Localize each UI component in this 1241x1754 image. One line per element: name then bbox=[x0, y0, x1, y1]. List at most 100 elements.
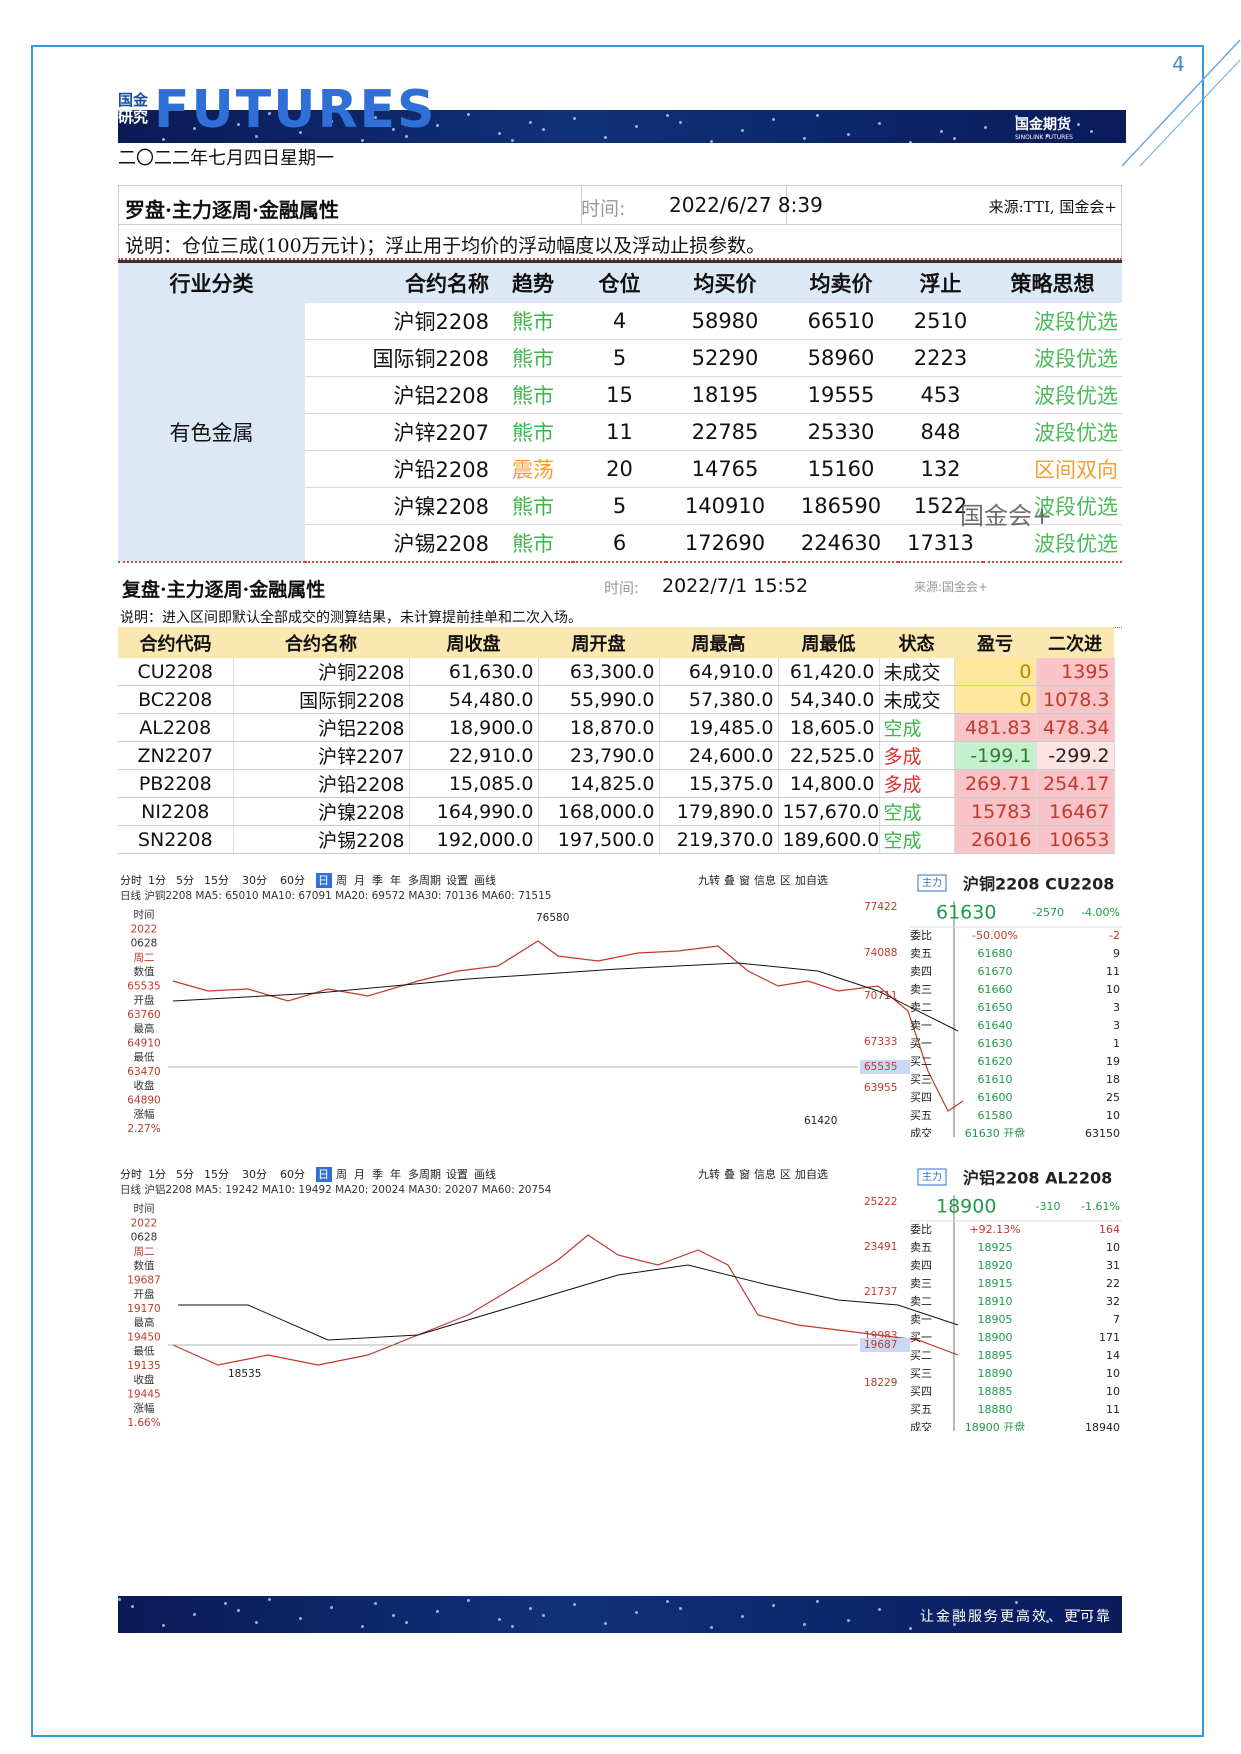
table-cell: 沪镍2208 bbox=[233, 797, 410, 826]
table-cell: 0 bbox=[954, 685, 1037, 714]
review-note: 说明：进入区间即默认全部成交的测算结果，未计算提前挂单和二次入场。 bbox=[120, 610, 582, 626]
table-row: 国际铜2208 熊市 5 52290 58960 2223 波段优选 bbox=[118, 339, 1122, 377]
toolbar-button[interactable]: 多周期 bbox=[408, 1167, 441, 1181]
table-cell: 熊市 bbox=[493, 376, 573, 414]
quote-value: 18910 bbox=[978, 1295, 1013, 1308]
toolbar-button[interactable]: 周 bbox=[336, 874, 347, 887]
toolbar-button[interactable]: 年 bbox=[390, 1167, 401, 1181]
quote-label: 卖二 bbox=[910, 1001, 932, 1014]
info-item: 开盘 bbox=[134, 994, 155, 1007]
axis-label: 77422 bbox=[864, 901, 897, 913]
star bbox=[909, 141, 912, 143]
quote-label: 买二 bbox=[910, 1349, 932, 1362]
toolbar-button[interactable]: 5分 bbox=[176, 1168, 194, 1181]
quote-label: 买三 bbox=[910, 1073, 932, 1086]
toolbar-button[interactable]: 60分 bbox=[280, 1168, 305, 1181]
toolbar-button[interactable]: 30分 bbox=[242, 1168, 267, 1181]
tool-button[interactable]: 加自选 bbox=[795, 874, 828, 887]
compass-source: 来源:TTI, 国金会+ bbox=[988, 198, 1117, 216]
tool-button[interactable]: 窗 bbox=[739, 873, 750, 887]
toolbar-button[interactable]: 分时 bbox=[120, 1168, 142, 1181]
table-cell: 157,670.0 bbox=[778, 797, 880, 826]
tool-button[interactable]: 叠 bbox=[724, 874, 735, 887]
quote-value: 61650 bbox=[978, 1001, 1013, 1014]
toolbar-button[interactable]: 季 bbox=[372, 874, 383, 887]
toolbar-button[interactable]: 60分 bbox=[280, 874, 305, 887]
toolbar-button[interactable]: 日 bbox=[318, 874, 329, 887]
toolbar-button[interactable]: 分时 bbox=[120, 874, 142, 887]
toolbar-button[interactable]: 设置 bbox=[446, 874, 468, 887]
toolbar-button[interactable]: 1分 bbox=[148, 1168, 166, 1181]
info-item: 19445 bbox=[127, 1388, 160, 1400]
info-item: 最高 bbox=[134, 1022, 155, 1035]
tool-button[interactable]: 信息 bbox=[754, 873, 776, 887]
toolbar-button[interactable]: 15分 bbox=[204, 1168, 229, 1181]
column-header: 盈亏 bbox=[954, 627, 1036, 658]
axis-label: 18229 bbox=[864, 1377, 897, 1389]
toolbar-button[interactable]: 设置 bbox=[446, 1168, 468, 1181]
tool-button[interactable]: 叠 bbox=[724, 1168, 735, 1181]
header-row: 合约代码 合约名称 周收盘 周开盘 周最高 周最低 状态 盈亏 二次进 bbox=[118, 627, 1114, 658]
table-cell: 14,825.0 bbox=[538, 769, 660, 798]
toolbar-button[interactable]: 30分 bbox=[242, 874, 267, 887]
axis-label: 19687 bbox=[864, 1339, 897, 1351]
toolbar-button[interactable]: 画线 bbox=[474, 1167, 496, 1181]
compass-time-label: 时间: bbox=[581, 198, 626, 220]
quote-label: 买二 bbox=[910, 1055, 932, 1068]
toolbar-button[interactable]: 年 bbox=[390, 873, 401, 887]
table-cell: 波段优选 bbox=[983, 339, 1122, 377]
quote-volume: 10 bbox=[1106, 1367, 1120, 1380]
star bbox=[255, 1621, 258, 1624]
toolbar-button[interactable]: 15分 bbox=[204, 874, 229, 887]
table-cell: 18195 bbox=[666, 376, 784, 414]
quote-label: 买四 bbox=[910, 1385, 932, 1398]
toolbar-button[interactable]: 多周期 bbox=[408, 873, 441, 887]
table-cell: 沪锌2207 bbox=[233, 741, 410, 770]
table-cell: 254.17 bbox=[1036, 769, 1115, 798]
star bbox=[131, 119, 134, 122]
toolbar-button[interactable]: 月 bbox=[354, 1168, 365, 1181]
column-header: 周收盘 bbox=[409, 627, 538, 658]
ma-line: 日线 沪铜2208 MA5: 65010 MA10: 67091 MA20: 6… bbox=[120, 889, 551, 902]
table-cell: 熊市 bbox=[493, 524, 573, 563]
toolbar-button[interactable]: 周 bbox=[336, 1168, 347, 1181]
star bbox=[816, 1600, 819, 1603]
star bbox=[374, 1602, 377, 1605]
compass-note: 说明：仓位三成(100万元计)；浮止用于均价的浮动幅度以及浮动止损参数。 bbox=[125, 235, 766, 257]
tool-button[interactable]: 区 bbox=[780, 1168, 791, 1181]
axis-label: 67333 bbox=[864, 1036, 897, 1048]
table-cell: 5 bbox=[573, 487, 666, 525]
tool-button[interactable]: 区 bbox=[780, 874, 791, 887]
toolbar-button[interactable]: 月 bbox=[354, 874, 365, 887]
star bbox=[118, 1598, 121, 1601]
star bbox=[330, 120, 333, 123]
toolbar-button[interactable]: 季 bbox=[372, 1168, 383, 1181]
table-cell: 18,900.0 bbox=[409, 713, 539, 742]
quote-label: 卖一 bbox=[910, 1019, 932, 1032]
quote-label: 成交 bbox=[910, 1420, 932, 1431]
table-cell: 熊市 bbox=[493, 487, 573, 525]
tool-button[interactable]: 九转 bbox=[698, 1167, 720, 1181]
toolbar-button[interactable]: 画线 bbox=[474, 873, 496, 887]
tool-button[interactable]: 九转 bbox=[698, 873, 720, 887]
tool-button[interactable]: 信息 bbox=[754, 1167, 776, 1181]
info-item: 1.66% bbox=[127, 1417, 160, 1429]
quote-label: 卖五 bbox=[910, 1241, 932, 1254]
quote-volume: 9 bbox=[1113, 947, 1120, 960]
toolbar-button[interactable]: 5分 bbox=[176, 874, 194, 887]
table-row: 有色金属 沪铜2208 熊市 4 58980 66510 2510 波段优选 bbox=[118, 303, 1122, 562]
column-header: 均买价 bbox=[666, 260, 784, 303]
toolbar-button[interactable]: 日 bbox=[318, 1168, 329, 1181]
quote-tag: 主力 bbox=[922, 1170, 942, 1183]
star bbox=[118, 112, 121, 115]
table-cell: 14,800.0 bbox=[778, 769, 880, 798]
star bbox=[604, 136, 607, 139]
star bbox=[666, 1600, 669, 1603]
tool-button[interactable]: 加自选 bbox=[795, 1168, 828, 1181]
star bbox=[1015, 115, 1018, 118]
table-row: 沪镍2208 熊市 5 140910 186590 1522 波段优选 bbox=[118, 487, 1122, 525]
table-cell: 熊市 bbox=[493, 339, 573, 377]
tool-button[interactable]: 窗 bbox=[739, 1167, 750, 1181]
star bbox=[816, 114, 819, 117]
toolbar-button[interactable]: 1分 bbox=[148, 874, 166, 887]
